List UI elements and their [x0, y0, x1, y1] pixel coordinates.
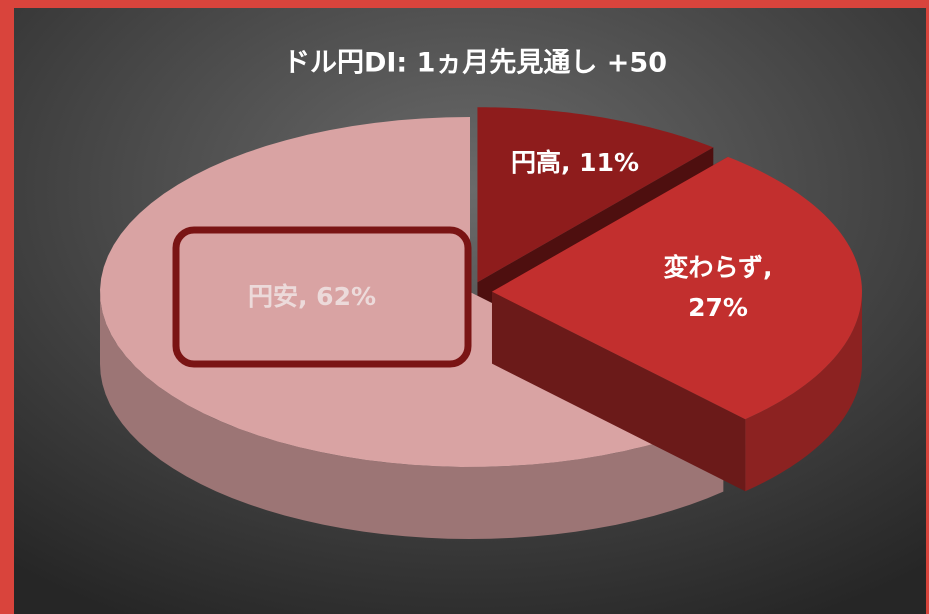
slice-top: [491, 156, 862, 420]
chart-title: ドル円DI: 1ヵ月先見通し +50: [283, 48, 667, 79]
pie: [100, 107, 862, 539]
pie-slice: [491, 156, 862, 492]
slice-side: [100, 292, 724, 539]
slice-cut-face: [491, 291, 746, 492]
data-label: 円安, 62%: [247, 282, 377, 311]
slice-side: [745, 291, 862, 492]
slice-top: [477, 107, 714, 283]
highlight-box: [172, 226, 472, 368]
data-label: 円高, 11%: [510, 148, 640, 177]
data-label: 変わらず, 27%: [663, 253, 773, 322]
